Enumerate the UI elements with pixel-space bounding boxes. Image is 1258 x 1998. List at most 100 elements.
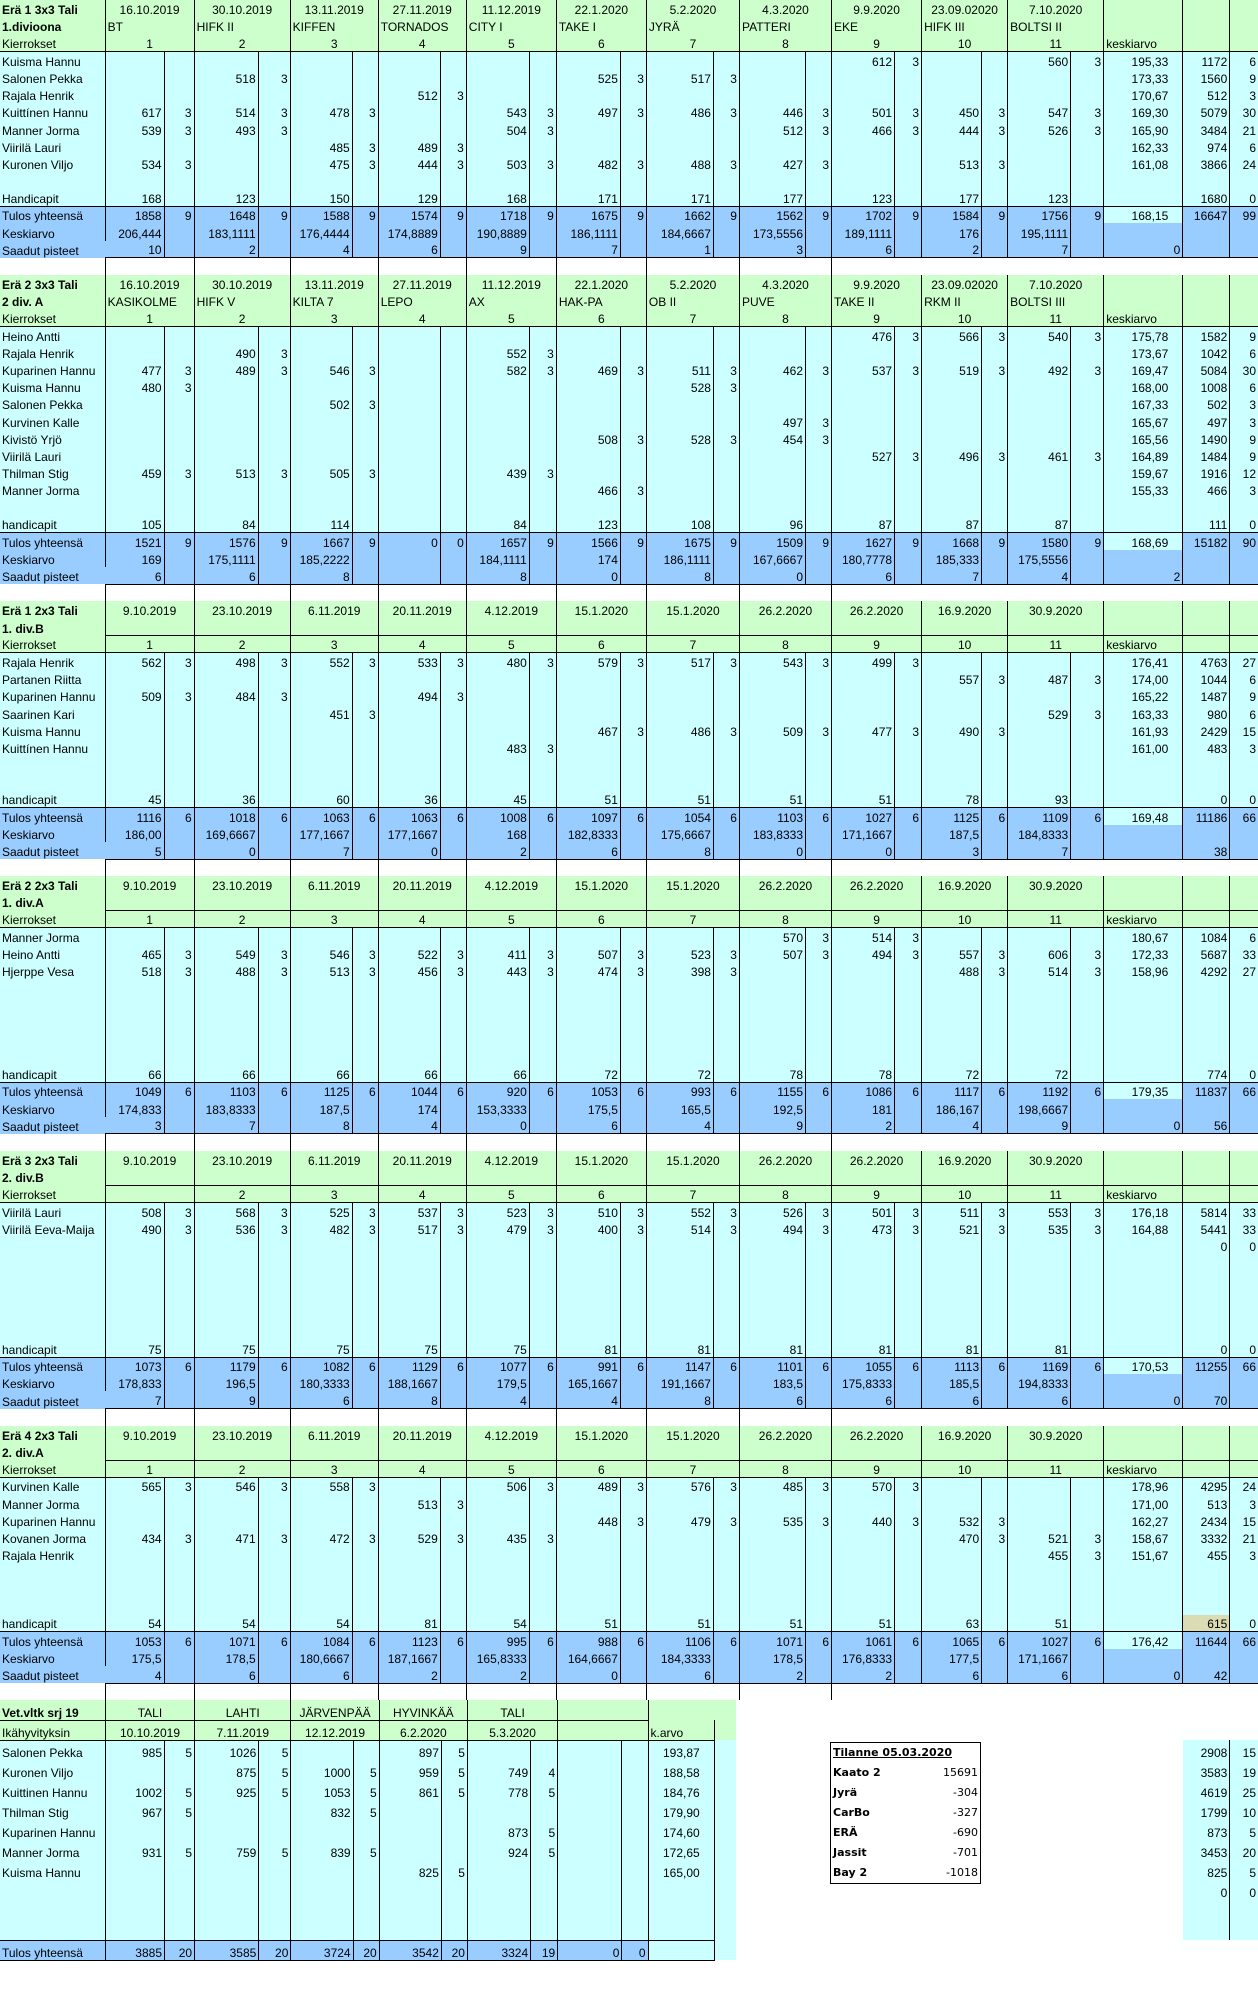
vet-player-row: Kuparinen Hannu 873 5 174,60 873 5	[0, 1820, 1258, 1841]
empty-cell	[713, 1563, 740, 1581]
count-cell: 3	[440, 137, 467, 155]
count-cell: 3	[894, 721, 923, 739]
score-cell	[557, 1920, 623, 1941]
count-cell: 3	[713, 103, 740, 121]
count-cell: 5	[164, 1740, 196, 1761]
match-points: 7	[1007, 240, 1072, 259]
header-row-rounds: Kierrokset 1 2 3 4 5 6 7 8 9 10 11 keskiarvo	[0, 1460, 1258, 1478]
average-label: keskiarvo	[1103, 309, 1184, 327]
empty-cell	[529, 1580, 557, 1598]
total-count: 9	[164, 205, 195, 224]
player-average: 175,78	[1103, 326, 1184, 344]
player-name: Rajala Henrik	[0, 1545, 106, 1564]
count-cell	[805, 481, 833, 499]
empty-cell	[105, 1133, 195, 1151]
count-cell	[440, 68, 467, 86]
count-cell	[620, 395, 647, 413]
score-cell: 778	[467, 1780, 532, 1801]
handicap-value: 81	[831, 1339, 896, 1358]
count-cell	[894, 463, 923, 482]
header-cell	[1182, 910, 1231, 929]
count-cell	[164, 85, 195, 104]
score-cell	[1007, 137, 1072, 155]
empty-cell	[921, 1013, 983, 1031]
count-cell: 3	[440, 1219, 467, 1237]
count-cell	[621, 1900, 649, 1921]
player-row: Viirilä Lauri 527 3 496 3 461 3 164,89 1484 9	[0, 446, 1258, 464]
total-count: 9	[258, 532, 291, 550]
score-cell: 488	[646, 154, 714, 172]
score-cell	[921, 1545, 983, 1564]
player-games: 9	[1229, 326, 1258, 344]
opponent-team	[378, 618, 467, 637]
empty-cell	[620, 1065, 647, 1083]
empty-cell	[105, 1683, 195, 1701]
player-name: Kuisma Hannu	[0, 1860, 106, 1881]
total-count: 6	[1070, 1356, 1105, 1375]
empty-cell	[258, 979, 291, 997]
vet-player-row: Kuisma Hannu 825 5 165,00 825 5	[0, 1860, 1258, 1881]
match-points: 3	[105, 1116, 165, 1135]
score-cell	[194, 1236, 259, 1254]
empty-cell	[105, 1408, 195, 1426]
count-cell	[805, 51, 833, 69]
match-average: 176,4444	[290, 223, 353, 241]
player-row: Kivistö Yrjö 508 3 528 3 454 3 165,56 1490 9	[0, 429, 1258, 447]
score-cell	[739, 85, 807, 104]
empty-cell	[0, 1322, 106, 1340]
empty-cell	[981, 1047, 1009, 1066]
player-total: 3332	[1182, 1528, 1231, 1546]
score-cell	[194, 1880, 260, 1901]
empty-cell	[894, 773, 923, 791]
empty-cell	[1007, 1013, 1072, 1031]
score-cell	[378, 927, 441, 945]
total-count: 6	[1070, 1631, 1105, 1650]
match-date: 12.12.2019	[290, 1720, 380, 1741]
count-cell: 3	[352, 154, 379, 172]
count-cell	[529, 429, 557, 447]
player-row: Rajala Henrik 455 3 151,67 455 3	[0, 1545, 1258, 1564]
count-cell	[530, 1860, 559, 1881]
score-cell: 557	[921, 944, 983, 962]
score-cell: 497	[739, 412, 807, 430]
empty-cell	[921, 1563, 983, 1581]
empty-cell	[194, 257, 291, 275]
empty-cell	[1070, 1013, 1105, 1031]
round-number: 1	[105, 635, 195, 654]
empty-cell	[1103, 859, 1258, 876]
player-name: Hjerppe Vesa	[0, 961, 106, 980]
score-cell	[556, 446, 621, 464]
score-cell	[194, 1800, 260, 1821]
player-name: Kuittinen Hannu	[0, 1780, 106, 1801]
opponent-team: RKM II	[921, 292, 1009, 310]
count-cell: 3	[713, 721, 740, 739]
empty-cell	[290, 1030, 353, 1048]
empty-cell	[529, 498, 557, 516]
score-cell	[646, 85, 714, 104]
opponent-team: BOLTSI II	[1007, 17, 1105, 35]
empty-cell	[529, 1030, 557, 1048]
empty-cell	[529, 549, 557, 567]
empty-cell	[981, 824, 1009, 842]
empty-cell	[1229, 1305, 1258, 1323]
empty-cell	[620, 498, 647, 516]
total-count: 9	[164, 532, 195, 550]
empty-cell	[713, 515, 740, 533]
empty-cell	[805, 1339, 833, 1358]
player-games: 6	[1229, 927, 1258, 945]
count-cell	[353, 1900, 380, 1921]
score-cell	[290, 1236, 353, 1254]
score-cell: 501	[831, 103, 896, 121]
vet-title: Vet.vltk srj 19	[0, 1700, 106, 1721]
empty-cell	[805, 1649, 833, 1667]
total-count: 9	[713, 532, 740, 550]
count-cell	[805, 738, 833, 756]
empty-cell	[466, 1408, 557, 1426]
empty-cell	[378, 1322, 441, 1340]
empty-cell	[556, 171, 621, 190]
empty-cell	[739, 755, 807, 774]
empty-cell	[352, 1065, 379, 1083]
empty-cell	[258, 1649, 291, 1667]
round-date: 5.2.2020	[646, 274, 740, 292]
empty-cell	[1229, 1288, 1258, 1306]
